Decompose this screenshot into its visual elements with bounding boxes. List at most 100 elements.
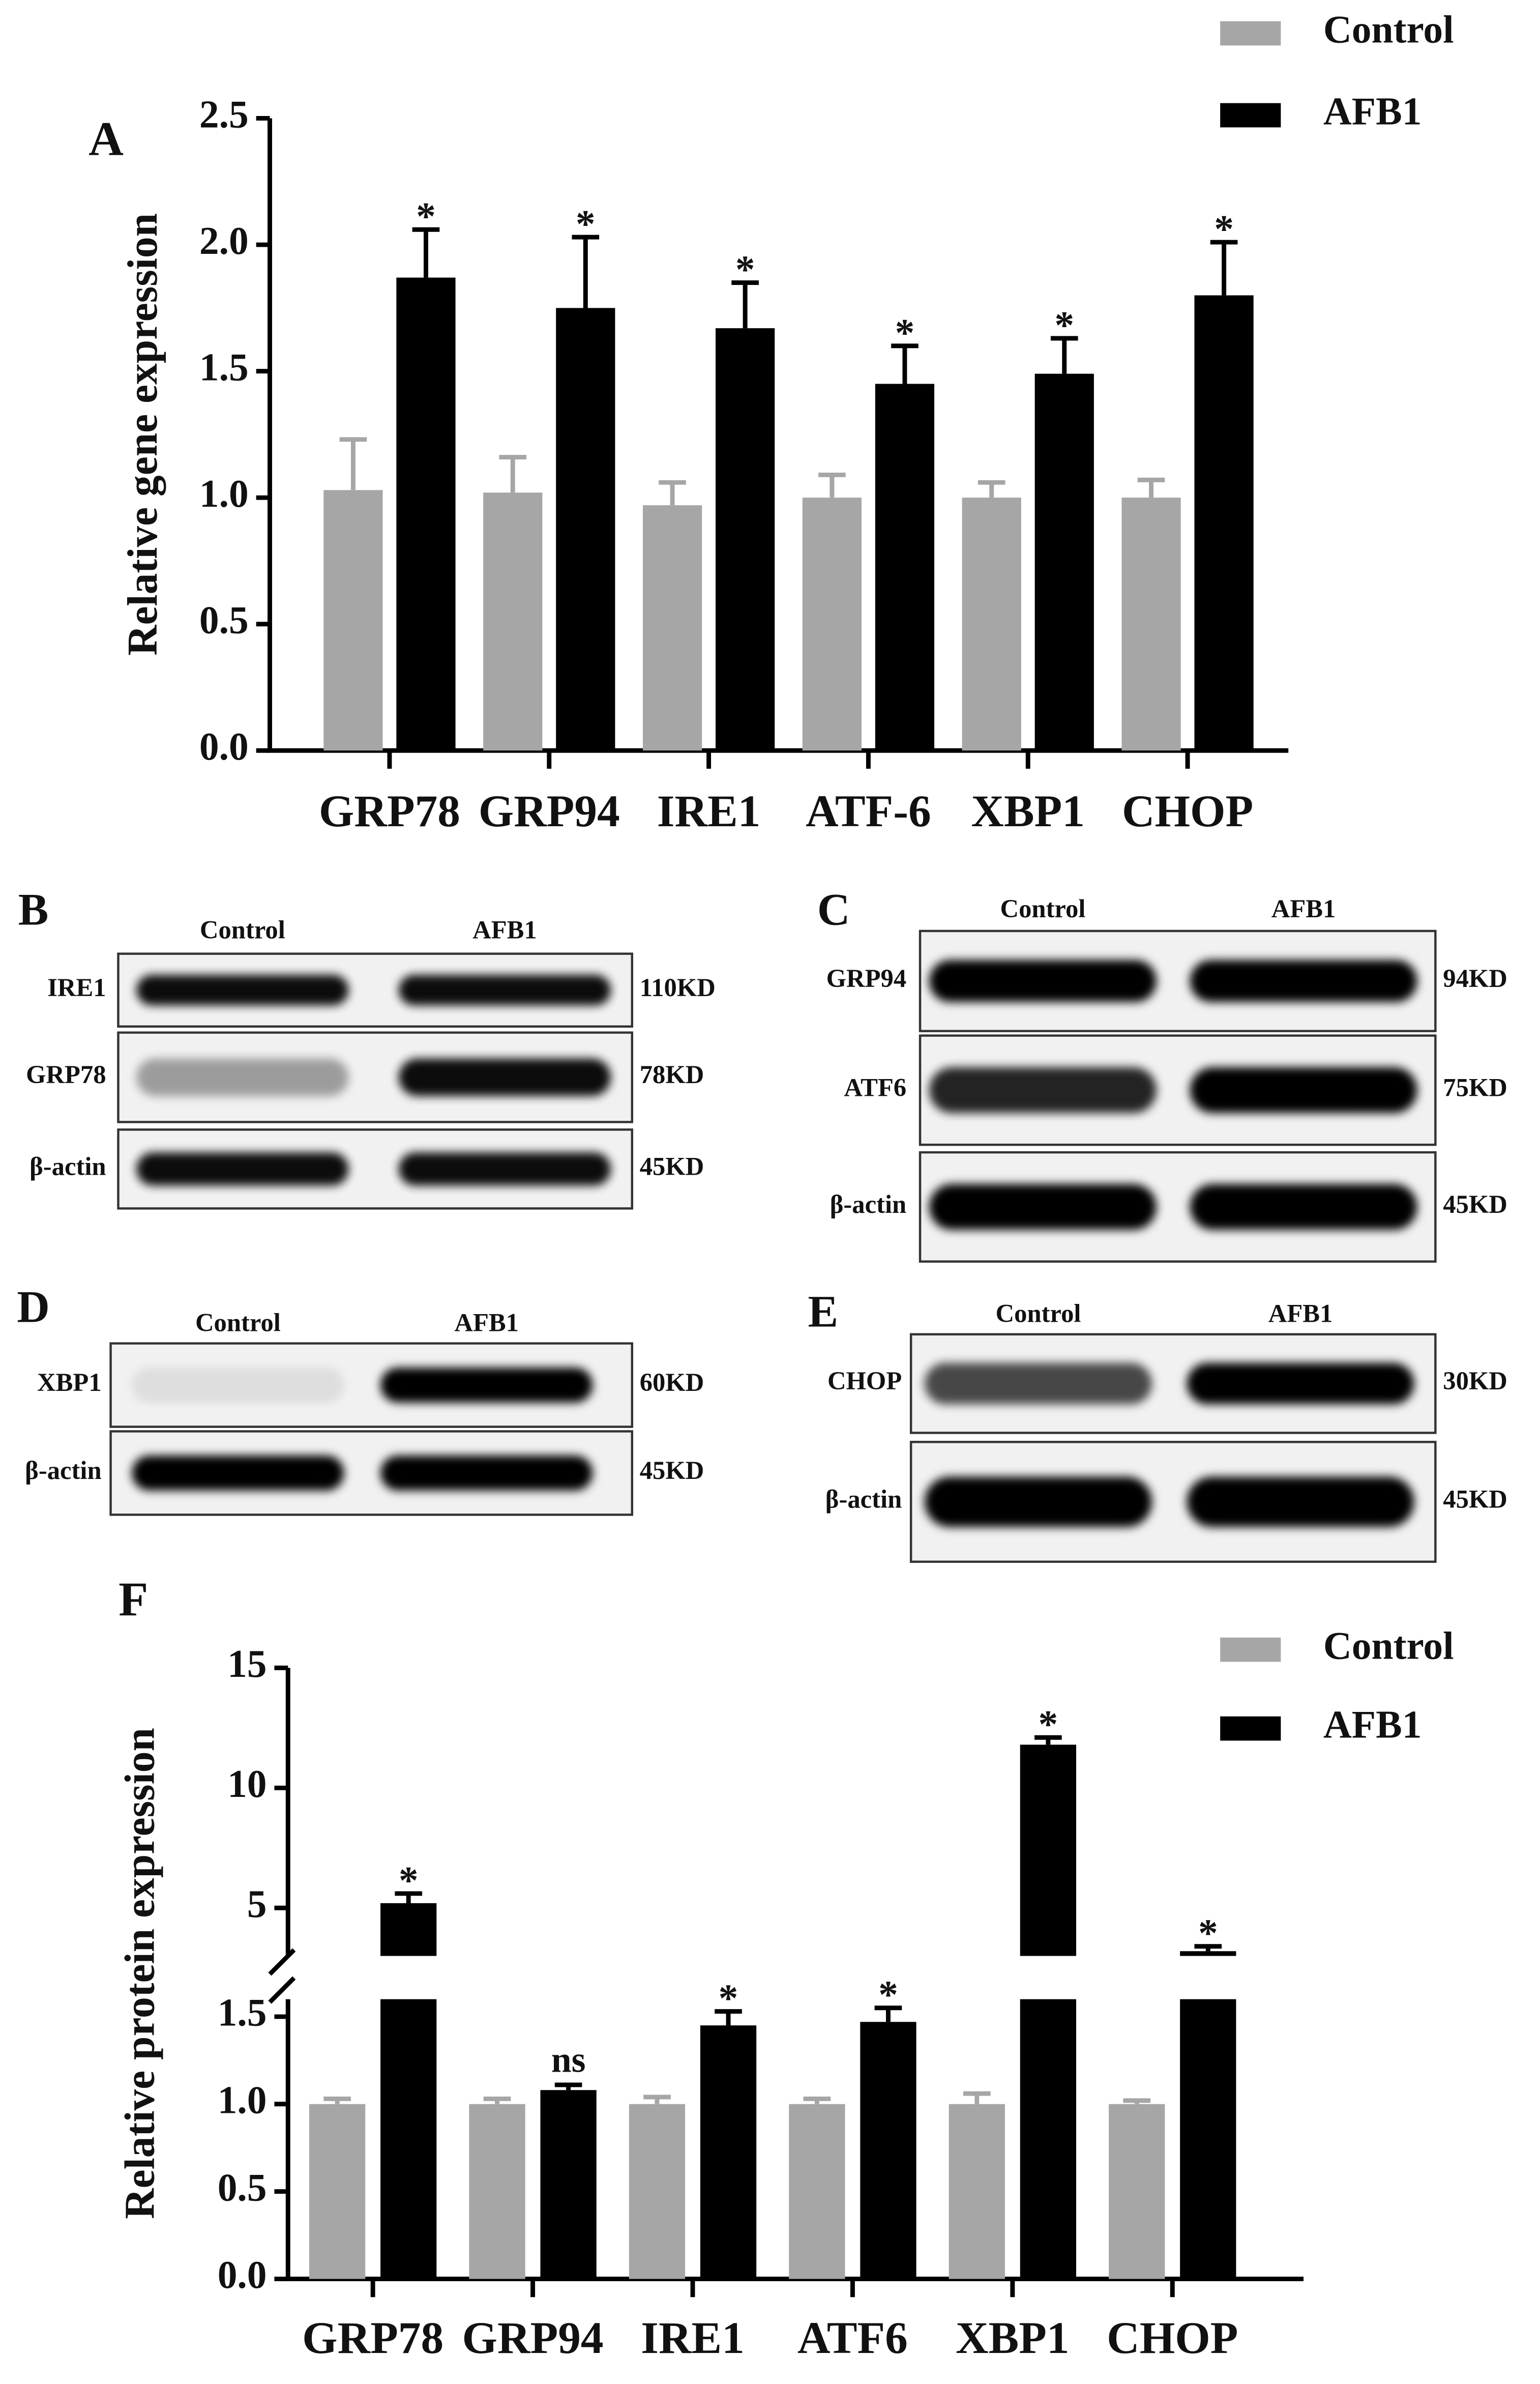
legend-label: AFB1 [1323, 89, 1422, 133]
size-label: 45KD [640, 1456, 704, 1485]
significance-label: * [576, 202, 596, 246]
axis-break [268, 1976, 296, 2004]
size-label: 60KD [640, 1368, 704, 1397]
blot-band [136, 1152, 349, 1186]
error-bar [891, 343, 919, 384]
error-bar [412, 227, 440, 278]
protein-label: β-actin [29, 1152, 106, 1180]
bar [1034, 373, 1094, 751]
error-bar [1210, 240, 1238, 296]
blot-band [398, 1058, 611, 1096]
blot-band [136, 1058, 349, 1096]
protein-label: XBP1 [37, 1368, 102, 1397]
significance-label: * [1054, 303, 1074, 347]
legend-swatch [1220, 1716, 1281, 1741]
panel-label: A [88, 112, 124, 166]
blot-band [132, 1368, 344, 1403]
panel-label: D [17, 1282, 50, 1332]
error-bar [323, 2096, 351, 2104]
size-label: 110KD [640, 973, 716, 1002]
panel-label: F [119, 1572, 148, 1626]
bar [556, 308, 615, 751]
lane-label: Control [996, 1299, 1081, 1328]
error-bar [483, 2096, 511, 2104]
blot-band [929, 960, 1157, 1002]
error-bar [731, 280, 759, 329]
bar [1194, 295, 1254, 751]
error-bar [339, 437, 367, 490]
bar [323, 490, 383, 751]
size-label: 30KD [1443, 1367, 1507, 1395]
bar [700, 2025, 757, 2279]
bar [860, 2022, 916, 2279]
x-tick-label: CHOP [1122, 786, 1253, 836]
bar [1109, 2104, 1165, 2279]
error-bar [659, 480, 686, 506]
y-axis-label: Relative protein expression [116, 1728, 163, 2219]
blot-band [1190, 1184, 1417, 1230]
bar [875, 384, 935, 751]
y-tick-label: 0.5 [199, 598, 249, 642]
error-bar [1050, 336, 1078, 374]
legend-swatch [1220, 103, 1281, 128]
bar [716, 328, 775, 751]
protein-label: β-actin [830, 1190, 907, 1218]
bar [540, 2090, 597, 2279]
blot-band [924, 1362, 1152, 1405]
legend-label: Control [1323, 7, 1454, 51]
x-tick-label: GRP78 [302, 2313, 443, 2363]
error-bar [818, 472, 846, 498]
bar [949, 2104, 1005, 2279]
significance-label: * [399, 1858, 419, 1902]
lane-label: Control [200, 916, 285, 944]
blot-band [398, 975, 611, 1006]
bar [1020, 1745, 1077, 2279]
y-tick-label: 2.0 [199, 219, 249, 263]
significance-label: * [416, 194, 436, 238]
panel-label: E [808, 1286, 838, 1336]
error-bar [1137, 477, 1165, 498]
blot-band [929, 1067, 1157, 1113]
x-tick-label: GRP94 [479, 786, 620, 836]
x-tick-label: CHOP [1107, 2313, 1238, 2363]
size-label: 45KD [640, 1152, 704, 1180]
blot-band [398, 1152, 611, 1186]
legend-swatch [1220, 1637, 1281, 1662]
blot-band [1190, 1067, 1417, 1113]
significance-label: ns [551, 2040, 586, 2080]
error-bar [554, 2082, 582, 2090]
protein-label: CHOP [827, 1367, 902, 1395]
error-bar [395, 1891, 423, 1903]
size-label: 45KD [1443, 1485, 1507, 1514]
bar [642, 505, 702, 751]
axis-break [268, 1948, 296, 1976]
y-tick-label: 0.0 [218, 2253, 267, 2296]
size-label: 45KD [1443, 1190, 1507, 1218]
error-bar [1123, 2098, 1151, 2104]
error-bar [963, 2091, 991, 2104]
bar [1180, 1951, 1236, 2279]
protein-label: ATF6 [844, 1073, 906, 1101]
bar [380, 1903, 437, 2279]
blot-band [1187, 1362, 1414, 1405]
bar [962, 498, 1021, 751]
bar [789, 2104, 845, 2279]
significance-label: * [719, 1976, 738, 2020]
error-bar [715, 2009, 742, 2026]
legend-label: AFB1 [1323, 1702, 1422, 1746]
blot-band [929, 1184, 1157, 1230]
x-tick-label: ATF-6 [806, 786, 931, 836]
error-bar [803, 2096, 831, 2104]
blot-band [380, 1455, 593, 1491]
y-tick-label: 2.5 [199, 92, 249, 136]
y-tick-label: 15 [227, 1642, 266, 1685]
x-tick-label: GRP94 [462, 2313, 604, 2363]
y-tick-label: 1.0 [199, 472, 249, 515]
error-bar [1034, 1735, 1062, 1745]
blot-band [380, 1368, 593, 1403]
bar [802, 498, 862, 751]
protein-label: GRP94 [826, 964, 907, 993]
significance-label: * [878, 1973, 898, 2017]
blot-band [1190, 960, 1417, 1002]
